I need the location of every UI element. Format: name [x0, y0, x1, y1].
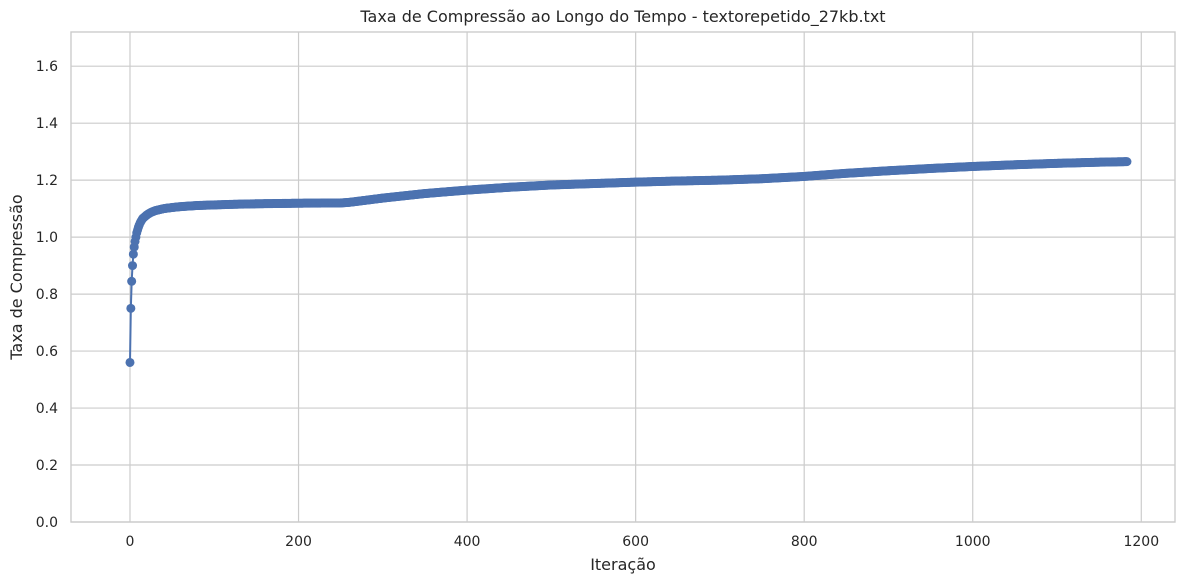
y-tick-label: 1.4: [36, 116, 58, 132]
y-tick-label: 1.0: [36, 230, 58, 246]
data-point: [126, 303, 136, 313]
y-tick-label: 0.4: [36, 401, 58, 417]
series-line: [128, 160, 1127, 363]
data-point: [127, 276, 137, 286]
data-points: [125, 157, 1132, 367]
axis-ticks: 0 200 400 600 800 1000 1200 0.0 0.2 0.4 0.6 0.8 1.0 1…: [36, 59, 1159, 550]
x-tick-label: 400: [454, 534, 481, 550]
x-tick-label: 200: [285, 534, 312, 550]
data-point: [128, 249, 138, 259]
chart-title: Taxa de Compressão ao Longo do Tempo - t…: [359, 7, 885, 27]
y-axis-label: Taxa de Compressão: [7, 194, 26, 360]
x-tick-label: 600: [622, 534, 649, 550]
data-point: [128, 261, 138, 271]
data-point: [125, 357, 135, 367]
x-tick-label: 800: [791, 534, 818, 550]
data-point: [1122, 157, 1132, 167]
y-tick-label: 0.0: [36, 515, 58, 531]
y-tick-label: 0.6: [36, 344, 58, 360]
x-tick-label: 0: [126, 534, 135, 550]
y-tick-label: 1.2: [36, 173, 58, 189]
x-tick-label: 1000: [955, 534, 991, 550]
y-tick-label: 0.8: [36, 287, 58, 303]
x-tick-label: 1200: [1123, 534, 1159, 550]
grid: [71, 32, 1175, 523]
y-tick-label: 0.2: [36, 458, 58, 474]
plot-frame: [70, 31, 1176, 523]
y-tick-label: 1.6: [36, 59, 58, 75]
x-axis-label: Iteração: [590, 555, 656, 574]
